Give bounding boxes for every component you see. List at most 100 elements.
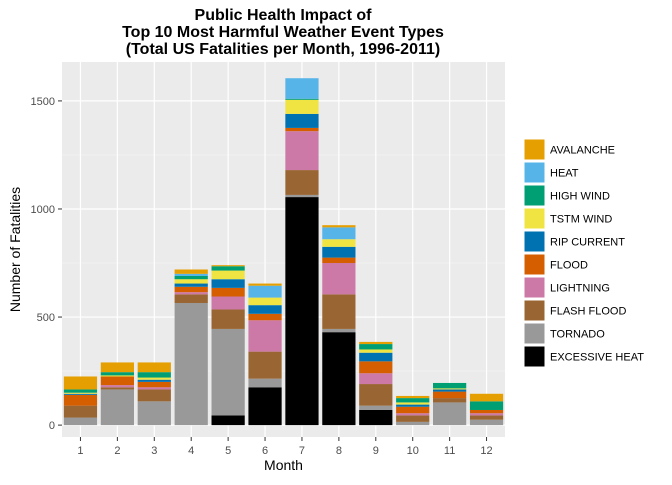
chart-title: Public Health Impact of Top 10 Most Harm… [122, 7, 444, 58]
bar-segment [100, 375, 134, 377]
bar-segment [211, 266, 245, 271]
bar-segment [359, 409, 393, 426]
legend-label: HEAT [550, 168, 579, 180]
bar-segment [137, 401, 171, 426]
x-tick-label: 3 [151, 445, 157, 457]
bar-segment [322, 227, 356, 240]
bar-segment [211, 287, 245, 297]
bar-segment [469, 415, 504, 420]
legend-label: HIGH WIND [550, 191, 610, 203]
bar-segment [211, 328, 245, 416]
legend-label: TORNADO [550, 329, 605, 341]
bar-segment [433, 402, 467, 426]
bar-segment [285, 98, 319, 100]
chart-title-line-1: Public Health Impact of [195, 7, 373, 24]
bar-segment [63, 389, 98, 393]
bar-segment [211, 309, 245, 329]
bar-segment [285, 78, 319, 99]
legend-key [523, 230, 546, 253]
bar-segment [396, 415, 430, 422]
legend-label: RIP CURRENT [550, 237, 625, 249]
x-tick-label: 5 [225, 445, 231, 457]
bar-segment [248, 283, 282, 286]
bar-segment [322, 294, 356, 329]
bar-segment [396, 402, 430, 405]
legend-key [523, 299, 546, 322]
bar-segment [396, 398, 430, 403]
bar-segment [174, 273, 208, 276]
bar-segment [285, 99, 319, 114]
bar-segment [174, 269, 208, 274]
bar-segment [63, 394, 98, 406]
legend-label: EXCESSIVE HEAT [550, 352, 644, 364]
bar-segment [322, 332, 356, 426]
bar-segment [322, 263, 356, 295]
bar-segment [285, 113, 319, 128]
legend-label: TSTM WIND [550, 214, 612, 226]
bar-segment [137, 377, 171, 380]
bar-segment [137, 379, 171, 382]
legend: AVALANCHE HEAT HIGH WIND TSTM WIND RIP CURRE… [523, 138, 644, 368]
bar-segment [469, 393, 504, 402]
bar-segment [63, 392, 98, 394]
x-tick-label: 1 [77, 445, 83, 457]
bar-segment [211, 270, 245, 280]
bar-segment [174, 292, 208, 295]
bar-segment [174, 279, 208, 284]
y-tick-label: 500 [37, 312, 55, 324]
x-tick-label: 2 [114, 445, 120, 457]
chart-title-line-3: (Total US Fatalities per Month, 1996-201… [126, 41, 440, 58]
bar-segment [396, 421, 430, 426]
x-tick-label: 7 [299, 445, 305, 457]
bar-segment [63, 417, 98, 426]
bar-segment [174, 294, 208, 303]
bar-segment [285, 170, 319, 195]
x-tick-label: 10 [407, 445, 419, 457]
plot-background [62, 62, 505, 437]
bar-segment [433, 382, 467, 389]
bar-segment [248, 313, 282, 321]
bar-segment [211, 265, 245, 267]
bar-segment [359, 349, 393, 353]
bar-segment [322, 257, 356, 264]
bar-segment [100, 387, 134, 390]
bar-segment [211, 279, 245, 288]
bar-segment [396, 413, 430, 416]
legend-key [523, 276, 546, 299]
bar-segment [433, 391, 467, 399]
legend-label: FLOOD [550, 260, 588, 272]
x-tick-label: 4 [188, 445, 194, 457]
legend-label: FLASH FLOOD [550, 306, 626, 318]
y-tick-label: 1000 [31, 204, 55, 216]
bar-segment [100, 385, 134, 388]
bar-segment [100, 372, 134, 376]
bar-segment [285, 127, 319, 132]
bar-segment [469, 413, 504, 416]
bar-segment [285, 131, 319, 171]
x-tick-label: 8 [336, 445, 342, 457]
bar-segment [359, 405, 393, 410]
legend-key [523, 138, 546, 161]
bar-segment [285, 194, 319, 198]
bar-segment [433, 398, 467, 403]
bar-segment [63, 405, 98, 418]
bar-segment [359, 361, 393, 374]
bar-segment [211, 415, 245, 426]
bar-segment [137, 389, 171, 402]
legend-key [523, 184, 546, 207]
bar-segment [322, 225, 356, 228]
bar-segment [63, 376, 98, 390]
bar-segment [469, 401, 504, 410]
bar-segment [100, 362, 134, 373]
bars [63, 78, 504, 426]
bar-segment [211, 296, 245, 310]
x-axis-title: Month [264, 457, 303, 473]
chart-title-line-2: Top 10 Most Harmful Weather Event Types [122, 24, 444, 41]
x-tick-label: 6 [262, 445, 268, 457]
bar-segment [433, 389, 467, 392]
bar-segment [174, 275, 208, 280]
legend-key [523, 253, 546, 276]
